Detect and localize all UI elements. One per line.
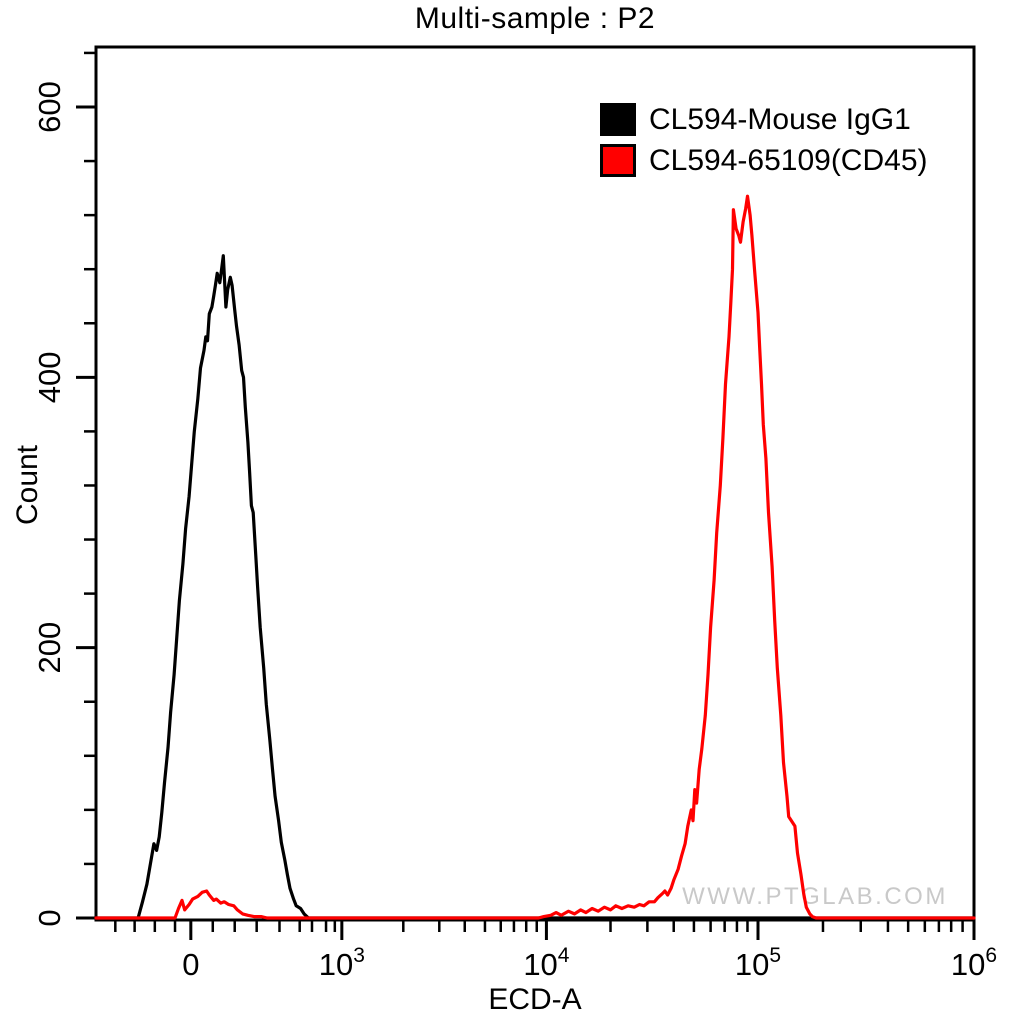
legend-item-igg1: CL594-Mouse IgG1 (600, 101, 928, 138)
legend-item-cd45: CL594-65109(CD45) (600, 142, 928, 179)
x-tick-label: 105 (735, 944, 781, 982)
legend-label-igg1: CL594-Mouse IgG1 (649, 102, 911, 136)
legend-swatch-black (600, 103, 636, 136)
y-tick-label: 200 (32, 622, 67, 674)
x-axis-minor-ticks (114, 920, 964, 932)
y-axis-label: Count (11, 444, 44, 526)
y-axis-ticks: 0 200 400 600 (32, 51, 96, 927)
y-tick-label: 600 (32, 81, 67, 133)
series-curve-0 (94, 254, 976, 920)
x-tick-label: 106 (951, 944, 997, 982)
watermark: WWW.PTGLAB.COM (682, 883, 948, 910)
x-tick-label: 103 (319, 944, 365, 982)
legend: CL594-Mouse IgG1 CL594-65109(CD45) (600, 101, 928, 183)
x-tick-label: 0 (182, 947, 199, 982)
plot-frame (94, 45, 976, 922)
y-tick-label: 400 (32, 351, 67, 403)
x-axis-label: ECD-A (488, 983, 582, 1016)
series-curve-1 (94, 194, 976, 920)
legend-label-cd45: CL594-65109(CD45) (649, 143, 928, 177)
x-axis-major-ticks: 0 103 104 105 106 (182, 920, 997, 982)
legend-swatch-red (600, 144, 636, 177)
y-tick-label: 0 (32, 909, 67, 926)
x-tick-label: 104 (523, 944, 569, 982)
page-title: Multi-sample : P2 (414, 2, 656, 35)
